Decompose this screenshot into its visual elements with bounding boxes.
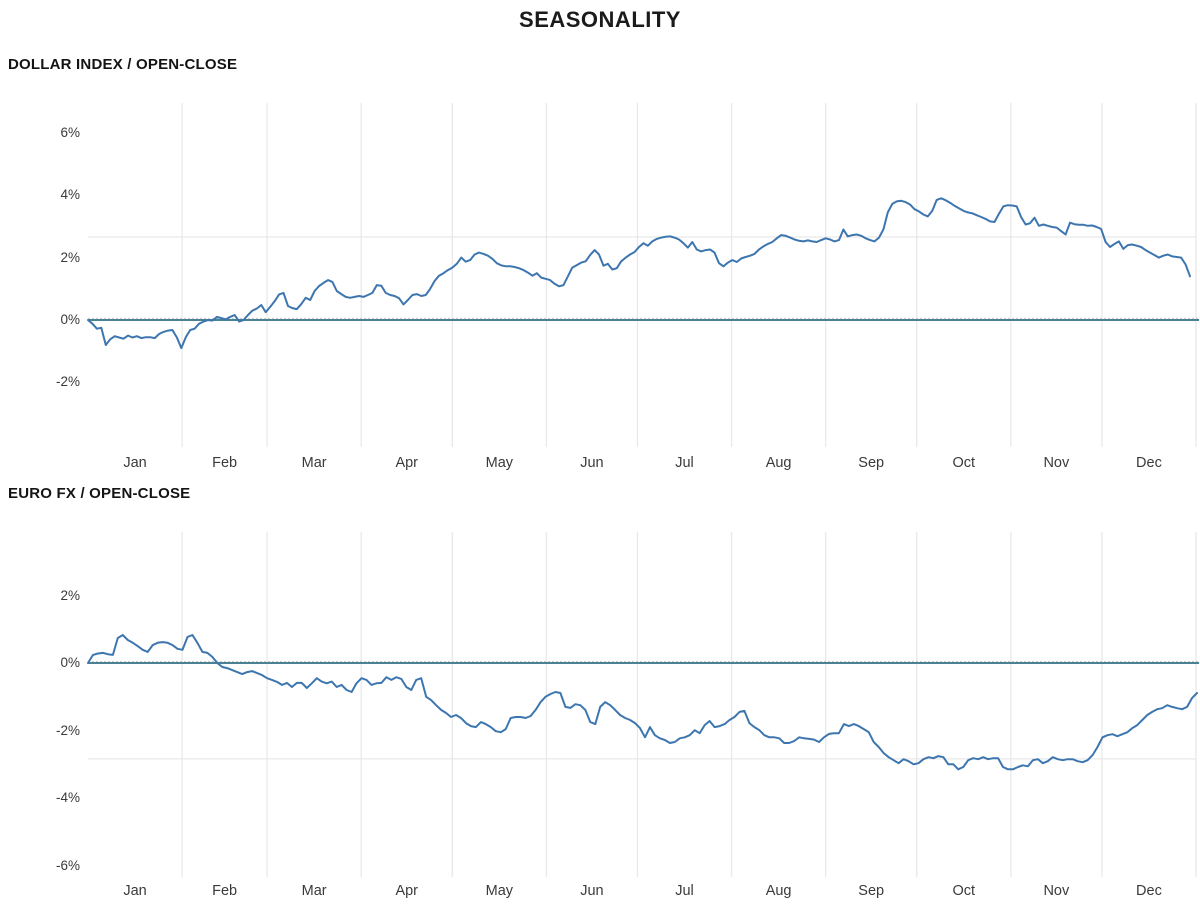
y-axis-tick-label: -6% (55, 857, 80, 873)
x-axis-month-label: Jan (123, 883, 147, 899)
x-axis-month-label: Feb (212, 455, 238, 471)
x-axis-month-label: Dec (1136, 455, 1162, 471)
y-axis-tick-label: 2% (60, 587, 80, 603)
x-axis-month-label: Nov (1043, 455, 1070, 471)
x-axis-month-label: Dec (1136, 883, 1162, 899)
x-axis-month-label: Sep (858, 883, 885, 899)
euro-fx-open-close-seasonality--line (87, 634, 1198, 771)
x-axis-month-label: Jan (123, 455, 147, 471)
x-axis-month-label: Nov (1043, 883, 1070, 899)
x-axis-month-label: Apr (395, 455, 419, 471)
x-axis-month-label: Mar (301, 455, 327, 471)
dollar-index-open-close-seasonality--line (87, 197, 1191, 350)
euro-fx-plot-svg (87, 532, 1199, 877)
y-axis-tick-label: 0% (60, 655, 80, 670)
y-axis-tick-label: 4% (60, 187, 80, 203)
chart-heading-euro-fx: EURO FX / OPEN-CLOSE (8, 485, 191, 502)
x-axis-month-label: Jul (675, 455, 694, 471)
x-axis-month-label: May (485, 455, 514, 471)
y-axis-tick-label: -2% (55, 722, 80, 738)
x-axis-month-label: Jul (675, 883, 694, 899)
x-axis-month-label: May (485, 883, 514, 899)
y-axis-tick-label: -4% (55, 790, 80, 805)
y-axis-tick-label: 0% (60, 312, 80, 327)
y-axis-tick-label: -2% (55, 374, 80, 390)
x-axis-month-label: Oct (952, 455, 976, 471)
dollar-index-plot-svg (87, 103, 1199, 447)
y-axis-tick-label: 2% (60, 249, 80, 265)
x-axis-month-label: Aug (765, 883, 792, 899)
x-axis-month-label: Jun (580, 883, 604, 899)
x-axis-month-label: Oct (952, 883, 976, 899)
y-axis-tick-label: 6% (60, 124, 80, 140)
x-axis-month-label: Apr (395, 883, 419, 899)
x-axis-month-label: Aug (765, 455, 792, 471)
page-title: SEASONALITY (519, 7, 681, 32)
x-axis-month-label: Sep (858, 455, 885, 471)
chart-heading-dollar-index: DOLLAR INDEX / OPEN-CLOSE (8, 56, 238, 73)
x-axis-month-label: Jun (580, 455, 604, 471)
x-axis-month-label: Mar (301, 883, 327, 899)
x-axis-month-label: Feb (212, 883, 238, 899)
